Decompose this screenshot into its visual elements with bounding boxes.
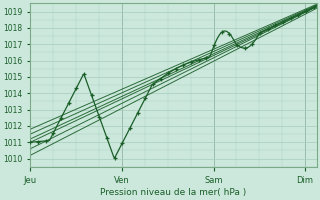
X-axis label: Pression niveau de la mer( hPa ): Pression niveau de la mer( hPa ) <box>100 188 247 197</box>
